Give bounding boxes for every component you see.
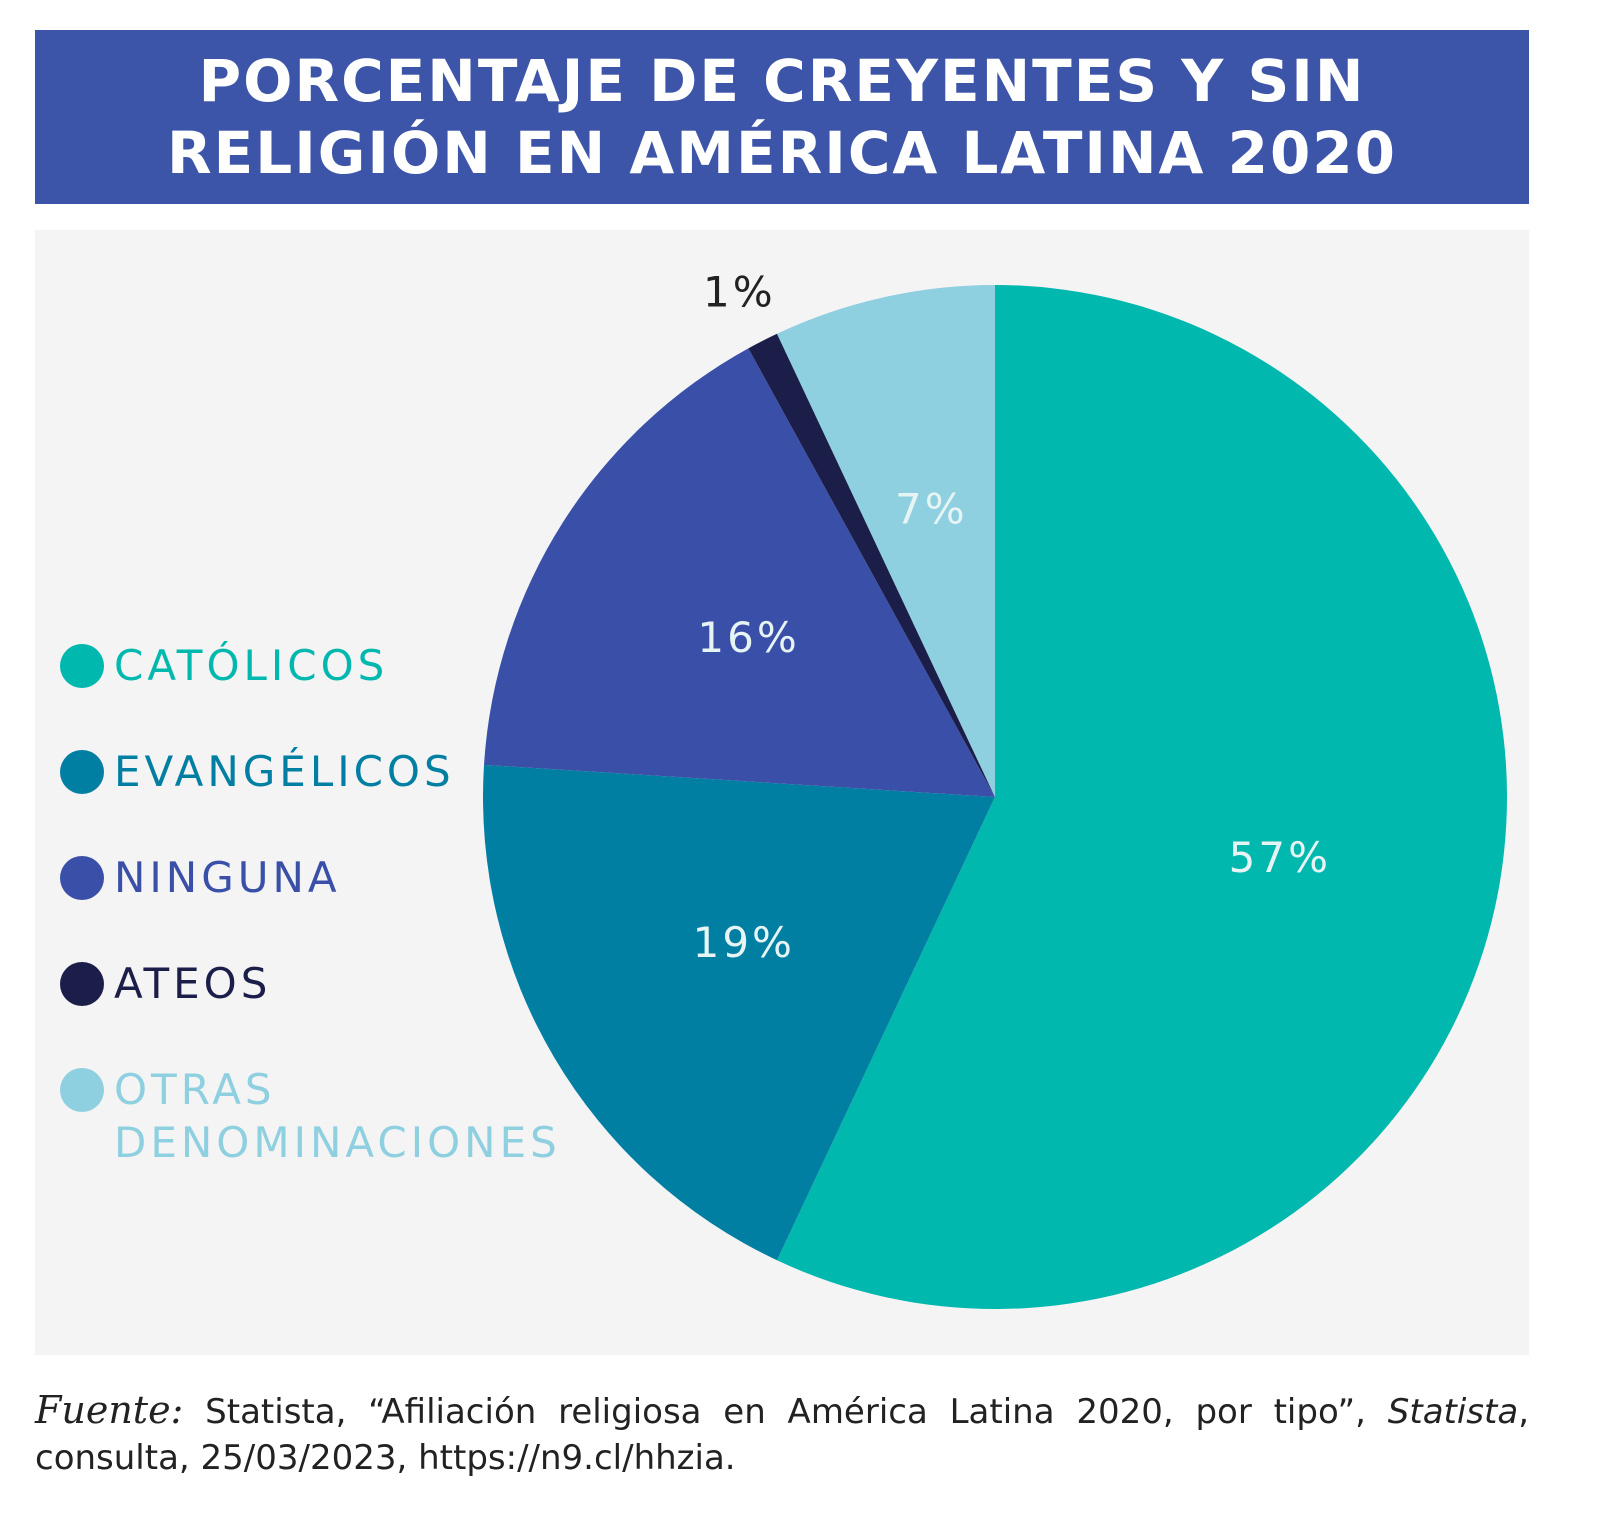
pie-slice bbox=[748, 333, 995, 797]
legend-swatch bbox=[60, 750, 104, 794]
legend-item: ATEOS bbox=[60, 958, 620, 1011]
source: Fuente: Statista, “Afiliación religiosa … bbox=[35, 1385, 1529, 1482]
legend-label: OTRAS DENOMINACIONES bbox=[114, 1065, 561, 1167]
legend-label: EVANGÉLICOS bbox=[114, 747, 455, 796]
legend-item: OTRAS DENOMINACIONES bbox=[60, 1064, 620, 1169]
chart-title: PORCENTAJE DE CREYENTES Y SIN RELIGIÓN E… bbox=[35, 30, 1529, 204]
legend-item: EVANGÉLICOS bbox=[60, 746, 620, 799]
pie-slice bbox=[484, 348, 995, 797]
source-text: , consulta, 25/03/2023, https://n9.cl/hh… bbox=[35, 1392, 1529, 1479]
source-prefix: Fuente: bbox=[35, 1388, 184, 1432]
legend-swatch bbox=[60, 962, 104, 1006]
data-label: 1% bbox=[703, 268, 776, 317]
legend-item: NINGUNA bbox=[60, 852, 620, 905]
pie-slice bbox=[777, 285, 995, 797]
pie-slice bbox=[483, 764, 995, 1261]
legend-item: CATÓLICOS bbox=[60, 640, 620, 693]
legend-label: NINGUNA bbox=[114, 853, 341, 902]
source-italic: Statista bbox=[1387, 1392, 1519, 1432]
data-label: 7% bbox=[895, 485, 968, 534]
data-label: 57% bbox=[1229, 833, 1331, 882]
legend-swatch bbox=[60, 856, 104, 900]
source-text: Statista, “Afiliación religiosa en Améri… bbox=[205, 1392, 1366, 1432]
legend-label: ATEOS bbox=[114, 959, 272, 1008]
data-label: 19% bbox=[693, 918, 795, 967]
legend-label: CATÓLICOS bbox=[114, 641, 389, 690]
legend-swatch bbox=[60, 644, 104, 688]
legend-swatch bbox=[60, 1068, 104, 1112]
data-label: 16% bbox=[697, 613, 799, 662]
pie-slice bbox=[777, 285, 1508, 1309]
